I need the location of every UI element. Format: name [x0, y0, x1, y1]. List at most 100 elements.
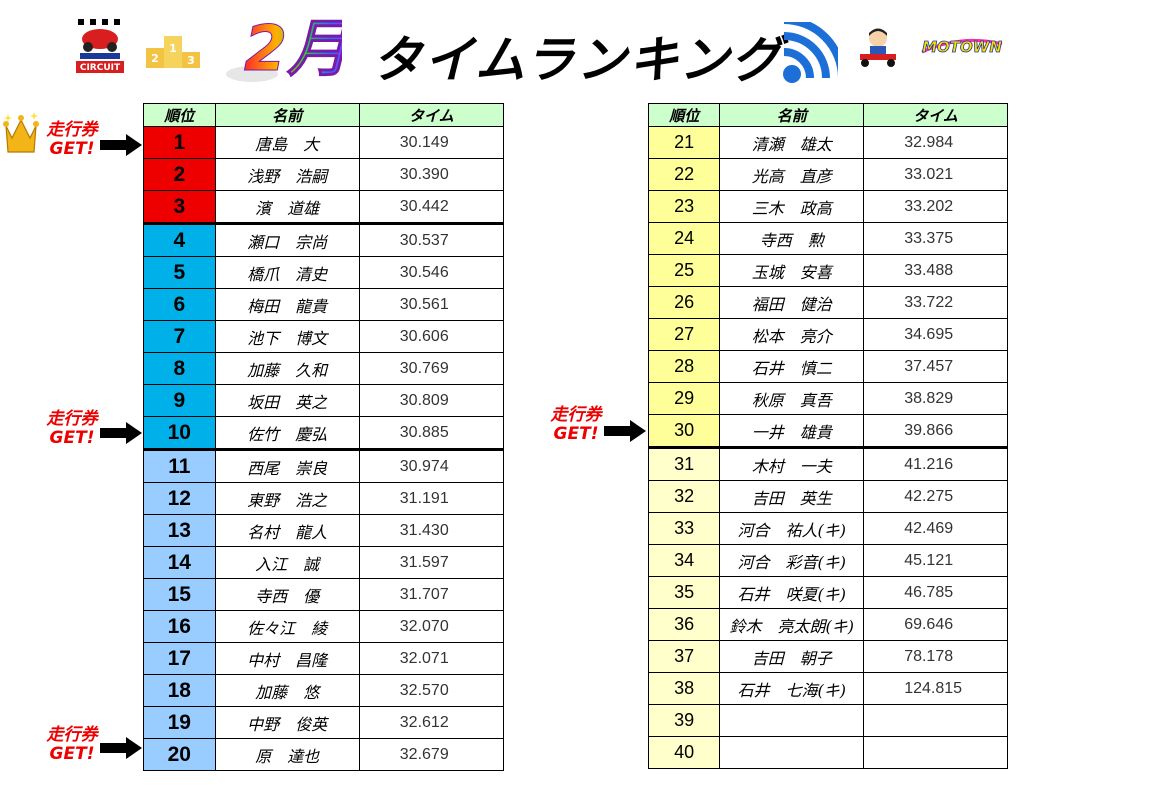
name-cell: 原 達也 [214, 738, 360, 771]
table-row: 34 河合 彩音(キ) 45.121 [647, 544, 1008, 577]
circuit-logo-icon: CIRCUIT [76, 17, 124, 73]
rank-cell: 34 [647, 544, 721, 577]
header-time: タイム [358, 103, 505, 127]
name-cell: 唐島 大 [214, 126, 360, 159]
time-cell: 33.202 [863, 190, 1008, 223]
time-cell: 32.612 [358, 706, 505, 739]
table-header-row: 順位 名前 タイム [647, 103, 1008, 127]
ticket-label-line1: 走行券 [46, 409, 98, 429]
ticket-label-rank20: 走行券 GET! [42, 726, 102, 764]
name-cell: 鈴木 亮太朗(キ) [719, 608, 865, 641]
rank-cell: 7 [143, 320, 216, 353]
arrow-right-icon [604, 420, 646, 442]
table-row: 12 東野 浩之 31.191 [143, 482, 505, 515]
table-row: 36 鈴木 亮太朗(キ) 69.646 [647, 608, 1008, 641]
rank-cell: 4 [143, 223, 216, 257]
arrow-right-icon [100, 422, 142, 444]
ticket-label-rank10: 走行券 GET! [42, 410, 102, 448]
rank-cell: 40 [647, 736, 721, 769]
rank-cell: 27 [647, 318, 721, 351]
ticket-label-line2: GET! [49, 428, 95, 448]
table-row: 9 坂田 英之 30.809 [143, 384, 505, 417]
table-row: 20 原 達也 32.679 [143, 738, 505, 771]
time-cell: 30.442 [358, 190, 505, 225]
rank-cell: 29 [647, 382, 721, 415]
name-cell: 名村 龍人 [214, 514, 360, 547]
time-cell: 34.695 [863, 318, 1008, 351]
rank-cell: 36 [647, 608, 721, 641]
time-cell: 32.679 [358, 738, 505, 771]
time-cell: 33.021 [863, 158, 1008, 191]
name-cell: 加藤 悠 [214, 674, 360, 707]
arrow-right-icon [100, 134, 142, 156]
time-cell: 31.430 [358, 514, 505, 547]
rank-cell: 20 [143, 738, 216, 771]
rank-cell: 14 [143, 546, 216, 579]
page-title: タイムランキング [372, 31, 783, 89]
ticket-label-rank30: 走行券 GET! [546, 406, 606, 444]
rank-cell: 6 [143, 288, 216, 321]
table-row: 19 中野 俊英 32.612 [143, 706, 505, 739]
table-row: 11 西尾 崇良 30.974 [143, 449, 505, 483]
time-cell: 124.815 [863, 672, 1008, 705]
name-cell: 三木 政高 [719, 190, 865, 223]
rank-cell: 15 [143, 578, 216, 611]
name-cell: 東野 浩之 [214, 482, 360, 515]
time-cell: 31.597 [358, 546, 505, 579]
name-cell: 河合 彩音(キ) [719, 544, 865, 577]
time-cell: 32.570 [358, 674, 505, 707]
rank-cell: 2 [143, 158, 216, 191]
name-cell: 石井 七海(キ) [719, 672, 865, 705]
name-cell: 浅野 浩嗣 [214, 158, 360, 191]
table-row: 31 木村 一夫 41.216 [647, 447, 1008, 481]
table-row: 24 寺西 勲 33.375 [647, 222, 1008, 255]
ticket-label-line1: 走行券 [46, 725, 98, 745]
ticket-label-line1: 走行券 [46, 120, 98, 140]
name-cell: 中村 昌隆 [214, 642, 360, 675]
header-name: 名前 [214, 103, 360, 127]
time-cell: 46.785 [863, 576, 1008, 609]
name-cell: 吉田 朝子 [719, 640, 865, 673]
time-cell: 45.121 [863, 544, 1008, 577]
rank-cell: 10 [143, 416, 216, 451]
name-cell: 橋爪 清史 [214, 256, 360, 289]
arrow-right-icon [100, 737, 142, 759]
table-row: 29 秋原 真吾 38.829 [647, 382, 1008, 415]
name-cell: 坂田 英之 [214, 384, 360, 417]
name-cell: 石井 咲夏(キ) [719, 576, 865, 609]
time-cell: 41.216 [863, 447, 1008, 481]
name-cell: 吉田 英生 [719, 480, 865, 513]
rank-cell: 12 [143, 482, 216, 515]
table-row: 37 吉田 朝子 78.178 [647, 640, 1008, 673]
header-name: 名前 [719, 103, 865, 127]
time-cell: 32.070 [358, 610, 505, 643]
rank-cell: 22 [647, 158, 721, 191]
motown-logo-icon: MOTOWN [921, 38, 1003, 56]
time-cell [863, 736, 1008, 769]
ticket-label-rank1: 走行券 GET! [42, 121, 102, 159]
table-row: 32 吉田 英生 42.275 [647, 480, 1008, 513]
name-cell: 清瀬 雄太 [719, 126, 865, 159]
table-row: 10 佐竹 慶弘 30.885 [143, 416, 505, 451]
time-cell: 30.149 [358, 126, 505, 159]
header-rank: 順位 [647, 103, 721, 127]
time-cell: 69.646 [863, 608, 1008, 641]
rank-cell: 21 [647, 126, 721, 159]
name-cell: 中野 俊英 [214, 706, 360, 739]
table-row: 38 石井 七海(キ) 124.815 [647, 672, 1008, 705]
rank-cell: 16 [143, 610, 216, 643]
name-cell: 佐竹 慶弘 [214, 416, 360, 451]
crown-icon [3, 112, 39, 153]
kart-driver-icon [860, 28, 896, 67]
rank-cell: 25 [647, 254, 721, 287]
time-cell [863, 704, 1008, 737]
name-cell: 寺西 勲 [719, 222, 865, 255]
table-row: 26 福田 健治 33.722 [647, 286, 1008, 319]
name-cell: 秋原 真吾 [719, 382, 865, 415]
time-cell: 31.191 [358, 482, 505, 515]
month-label: 2月 [244, 12, 342, 85]
time-cell: 30.809 [358, 384, 505, 417]
table-header-row: 順位 名前 タイム [143, 103, 505, 127]
ticket-label-line2: GET! [553, 424, 599, 444]
